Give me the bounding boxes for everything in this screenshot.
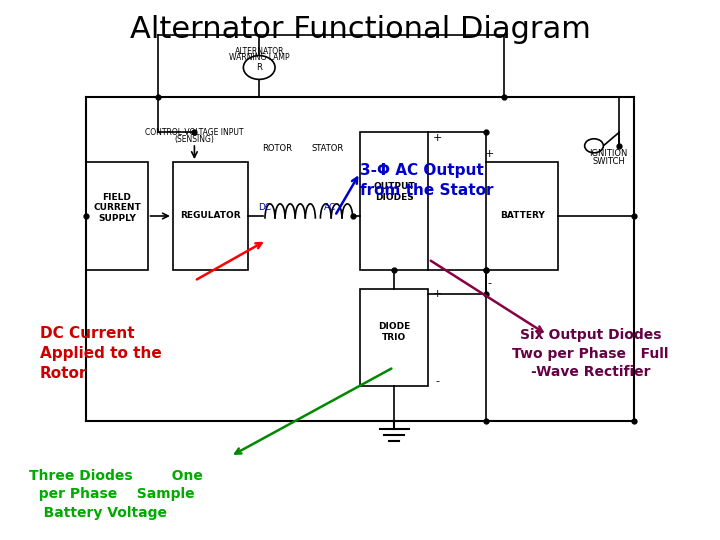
Text: -: - bbox=[435, 376, 439, 386]
Bar bbox=[173, 162, 248, 270]
Text: ROTOR: ROTOR bbox=[262, 144, 292, 153]
Text: Three Diodes        One
  per Phase    Sample
   Battery Voltage: Three Diodes One per Phase Sample Batter… bbox=[29, 469, 202, 519]
Text: SUPPLY: SUPPLY bbox=[98, 214, 136, 223]
Text: -: - bbox=[435, 260, 439, 269]
Bar bbox=[86, 162, 148, 270]
Text: R: R bbox=[256, 63, 262, 72]
Text: REGULATOR: REGULATOR bbox=[180, 212, 241, 220]
Text: Six Output Diodes
Two per Phase   Full
-Wave Rectifier: Six Output Diodes Two per Phase Full -Wa… bbox=[512, 328, 669, 379]
Text: BATTERY: BATTERY bbox=[500, 212, 544, 220]
Circle shape bbox=[585, 139, 603, 153]
Text: +: + bbox=[432, 289, 442, 299]
Text: FIELD: FIELD bbox=[102, 193, 132, 201]
Text: CONTROL VOLTAGE INPUT: CONTROL VOLTAGE INPUT bbox=[145, 128, 243, 137]
Text: DIODE: DIODE bbox=[378, 322, 410, 331]
Text: TRIO: TRIO bbox=[382, 333, 406, 342]
Text: Alternator Functional Diagram: Alternator Functional Diagram bbox=[130, 15, 590, 44]
Text: DC Current
Applied to the
Rotor: DC Current Applied to the Rotor bbox=[40, 326, 161, 381]
Text: DC: DC bbox=[258, 204, 271, 212]
Bar bbox=[360, 289, 428, 386]
Circle shape bbox=[243, 56, 275, 79]
Text: 3-Φ AC Output
from the Stator: 3-Φ AC Output from the Stator bbox=[360, 164, 493, 198]
Bar bbox=[360, 132, 428, 270]
Text: (SENSING): (SENSING) bbox=[174, 135, 215, 144]
Text: ALTERNATOR: ALTERNATOR bbox=[235, 47, 284, 56]
Text: AC: AC bbox=[323, 204, 336, 212]
Text: +: + bbox=[432, 133, 442, 143]
Bar bbox=[486, 162, 558, 270]
Text: WARNING LAMP: WARNING LAMP bbox=[229, 53, 289, 62]
Text: +: + bbox=[485, 149, 495, 159]
Text: CURRENT: CURRENT bbox=[93, 204, 141, 212]
Text: SWITCH: SWITCH bbox=[592, 158, 625, 166]
Text: STATOR: STATOR bbox=[312, 144, 343, 153]
Text: -: - bbox=[487, 279, 492, 288]
Text: IGNITION: IGNITION bbox=[589, 150, 628, 158]
Text: DIODES: DIODES bbox=[375, 193, 413, 201]
Text: OUTPUT: OUTPUT bbox=[374, 182, 415, 191]
